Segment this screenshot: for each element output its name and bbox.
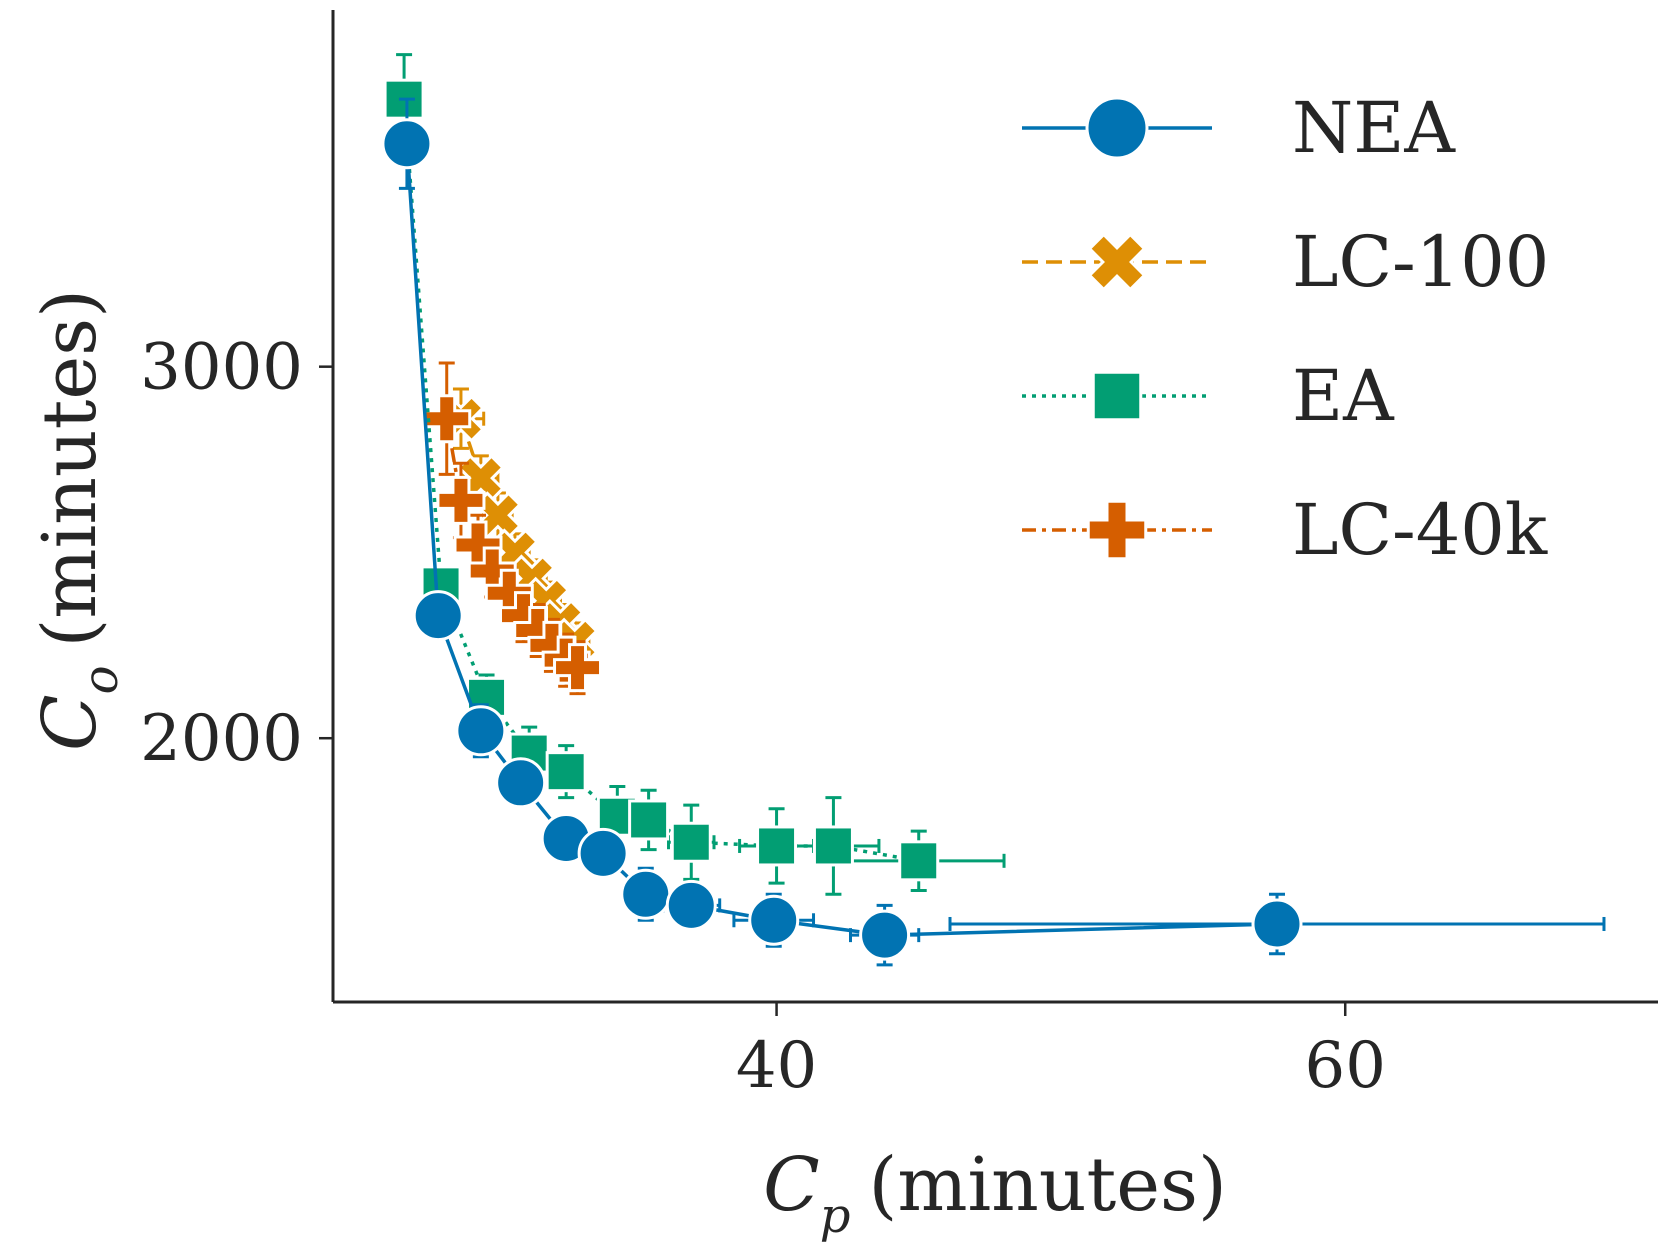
legend: NEA LC-100 EA LC-40k: [1022, 87, 1549, 571]
x-tick-label: 60: [1305, 1029, 1386, 1103]
y-tick-label: 2000: [140, 702, 303, 776]
data-point: [1251, 898, 1303, 950]
y-tick-label: 3000: [140, 331, 303, 405]
data-point: [859, 909, 911, 961]
x-axis-subscript: p: [820, 1188, 851, 1244]
data-point: [495, 757, 547, 809]
x-axis-unit: (minutes): [868, 1142, 1226, 1228]
x-tick-label: 40: [736, 1029, 817, 1103]
data-point: [670, 821, 712, 863]
plot-area: [381, 53, 1606, 967]
data-point: [577, 827, 629, 879]
y-axis-unit: (minutes): [27, 289, 113, 647]
data-point: [628, 799, 670, 841]
legend-label: EA: [1292, 355, 1395, 437]
legend-item-lc-40k: LC-40k: [1022, 489, 1548, 571]
legend-marker: [1087, 232, 1147, 292]
legend-item-lc-100: LC-100: [1022, 221, 1549, 303]
legend-label: LC-40k: [1292, 489, 1548, 571]
data-point: [620, 868, 672, 920]
data-point: [812, 825, 854, 867]
data-point: [665, 879, 717, 931]
y-axis-title: Co (minutes): [27, 289, 129, 751]
data-point: [898, 840, 940, 882]
data-point: [412, 590, 464, 642]
legend-marker: [1086, 499, 1148, 561]
series-lc-40k: [422, 361, 603, 696]
legend-marker: [1091, 370, 1143, 422]
data-point: [455, 705, 507, 757]
data-point: [422, 394, 472, 444]
x-axis-title: Cp (minutes): [763, 1142, 1227, 1244]
series-nea: [381, 97, 1606, 967]
legend-marker: [1085, 96, 1149, 160]
y-ticks: 2000 3000: [140, 331, 333, 776]
y-axis-symbol: C: [27, 694, 113, 751]
legend-label: LC-100: [1292, 221, 1549, 303]
legend-item-ea: EA: [1022, 355, 1395, 437]
x-axis-symbol: C: [763, 1142, 820, 1228]
data-point: [748, 894, 800, 946]
legend-label: NEA: [1292, 87, 1456, 169]
x-ticks: 40 60: [736, 1002, 1386, 1103]
data-point: [545, 751, 587, 793]
y-axis-subscript: o: [73, 665, 129, 694]
data-point: [381, 118, 433, 170]
legend-item-nea: NEA: [1022, 87, 1456, 169]
data-point: [553, 643, 603, 693]
data-point: [756, 825, 798, 867]
